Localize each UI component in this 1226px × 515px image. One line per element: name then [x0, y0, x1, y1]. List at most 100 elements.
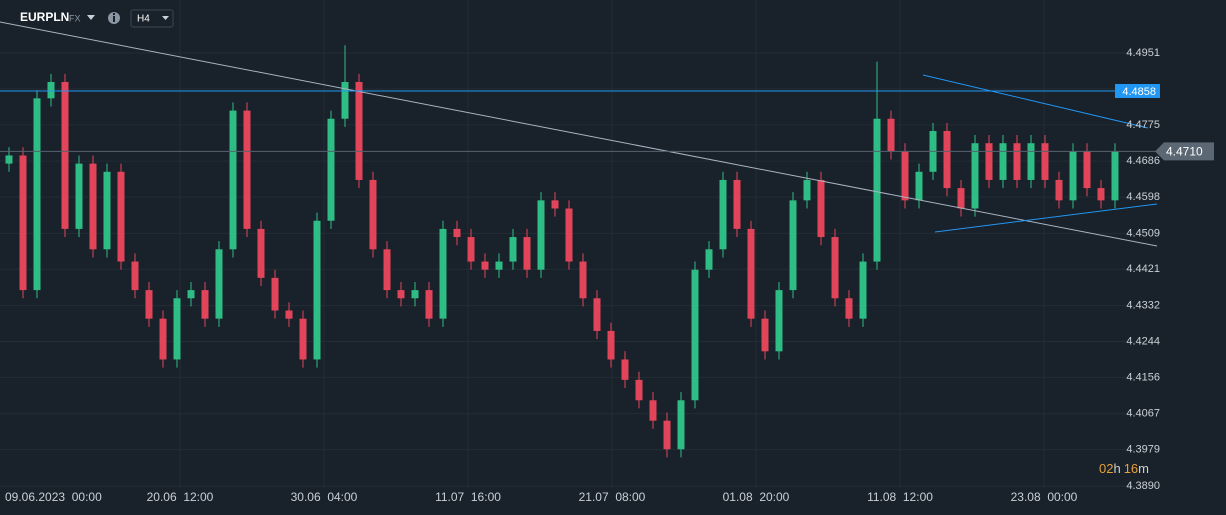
y-tick-label: 4.4598	[1126, 191, 1160, 203]
candle-body	[19, 155, 27, 291]
trend-line	[0, 21, 1158, 247]
candle-body	[1097, 188, 1105, 201]
candle-body	[481, 261, 489, 270]
candle-body	[705, 249, 713, 270]
timeframe-box[interactable]	[130, 9, 174, 28]
candle-body	[1083, 151, 1091, 189]
candle-body	[313, 220, 321, 360]
candle-body	[369, 179, 377, 250]
trend-line	[934, 203, 1158, 233]
candle-body	[341, 82, 349, 119]
market: FX	[69, 13, 81, 23]
level-label-bg	[1115, 83, 1160, 98]
candle-body	[257, 228, 265, 278]
candle-body	[467, 237, 475, 262]
timeframe: H4	[137, 14, 150, 25]
candle-body	[747, 228, 755, 319]
symbol[interactable]: EURPLN	[20, 10, 69, 24]
candle-body	[75, 163, 83, 229]
candle-body	[131, 261, 139, 291]
candle-body	[859, 261, 867, 319]
candle-body	[355, 82, 363, 180]
candle-body	[173, 298, 181, 360]
trend-line	[922, 74, 1149, 129]
candle-body	[1013, 143, 1021, 180]
x-tick-label: 09.06.2023 00:00	[5, 490, 102, 504]
y-tick-label: 4.4775	[1126, 119, 1160, 131]
candle-body	[663, 420, 671, 450]
y-tick-label: 4.4156	[1126, 371, 1160, 383]
candle-body	[565, 208, 573, 262]
info-glyph	[113, 13, 115, 15]
candle-body	[887, 118, 895, 152]
candle-body	[61, 82, 69, 229]
candle-body	[915, 171, 923, 201]
candle-body	[957, 188, 965, 209]
x-tick-label: 21.07 08:00	[579, 490, 646, 504]
y-tick-label: 4.4332	[1126, 300, 1160, 312]
last-price-label-bg	[1155, 142, 1214, 161]
candle-body	[845, 298, 853, 319]
grid	[0, 0, 1160, 488]
candle-body	[1055, 179, 1063, 201]
level-label: 4.4858	[1122, 86, 1156, 98]
candle-body	[789, 200, 797, 291]
candle-body	[579, 261, 587, 299]
candle-body	[551, 200, 559, 209]
candle-body	[243, 110, 251, 229]
dropdown-caret[interactable]	[162, 16, 169, 20]
candle-body	[607, 330, 615, 360]
candle-body	[1111, 151, 1119, 201]
candle-body	[803, 179, 811, 201]
candle-body	[775, 290, 783, 352]
candle-body	[901, 151, 909, 201]
candle-body	[593, 298, 601, 331]
x-tick-label: 11.08 12:00	[867, 490, 933, 504]
candle-body	[733, 179, 741, 229]
candle-body	[1027, 143, 1035, 180]
candle-body	[397, 290, 405, 299]
candle-body	[201, 290, 209, 319]
candle-body	[187, 290, 195, 299]
candle-body	[5, 155, 13, 164]
dropdown-caret[interactable]	[87, 15, 95, 20]
y-tick-label: 4.4421	[1126, 263, 1160, 275]
candle-body	[117, 171, 125, 262]
candle-body	[383, 249, 391, 291]
candle-body	[971, 143, 979, 209]
candle-body	[411, 290, 419, 299]
candle-body	[159, 318, 167, 360]
y-tick-label: 4.4067	[1126, 408, 1160, 420]
info-glyph	[113, 16, 115, 22]
candle-body	[229, 110, 237, 250]
candle-body	[215, 249, 223, 319]
x-tick-label: 23.08 00:00	[1011, 490, 1078, 504]
candle-body	[439, 228, 447, 319]
candle-body	[999, 143, 1007, 180]
candle-body	[761, 318, 769, 352]
candle-body	[817, 179, 825, 238]
candle-body	[943, 130, 951, 189]
candles	[5, 45, 1119, 458]
y-tick-label: 4.4951	[1126, 47, 1160, 59]
y-tick-label: 4.4686	[1126, 155, 1160, 167]
y-tick-label: 4.4244	[1126, 335, 1160, 347]
candle-body	[47, 82, 55, 99]
overlay: 4.49514.48634.47754.46864.45984.45094.44…	[0, 47, 1214, 504]
candle-body	[89, 163, 97, 250]
candle-body	[425, 290, 433, 319]
x-tick-label: 01.08 20:00	[723, 490, 790, 504]
candle-body	[985, 143, 993, 180]
candle-body	[327, 118, 335, 221]
candle-body	[103, 171, 111, 250]
candle-body	[691, 269, 699, 401]
candle-body	[453, 228, 461, 238]
last-price-label: 4.4710	[1166, 145, 1203, 159]
candle-body	[537, 200, 545, 270]
candle-body	[33, 98, 41, 291]
candle-body	[677, 400, 685, 450]
y-tick-label: 4.4509	[1126, 227, 1160, 239]
candle-body	[719, 179, 727, 250]
x-tick-label: 30.06 04:00	[291, 490, 358, 504]
